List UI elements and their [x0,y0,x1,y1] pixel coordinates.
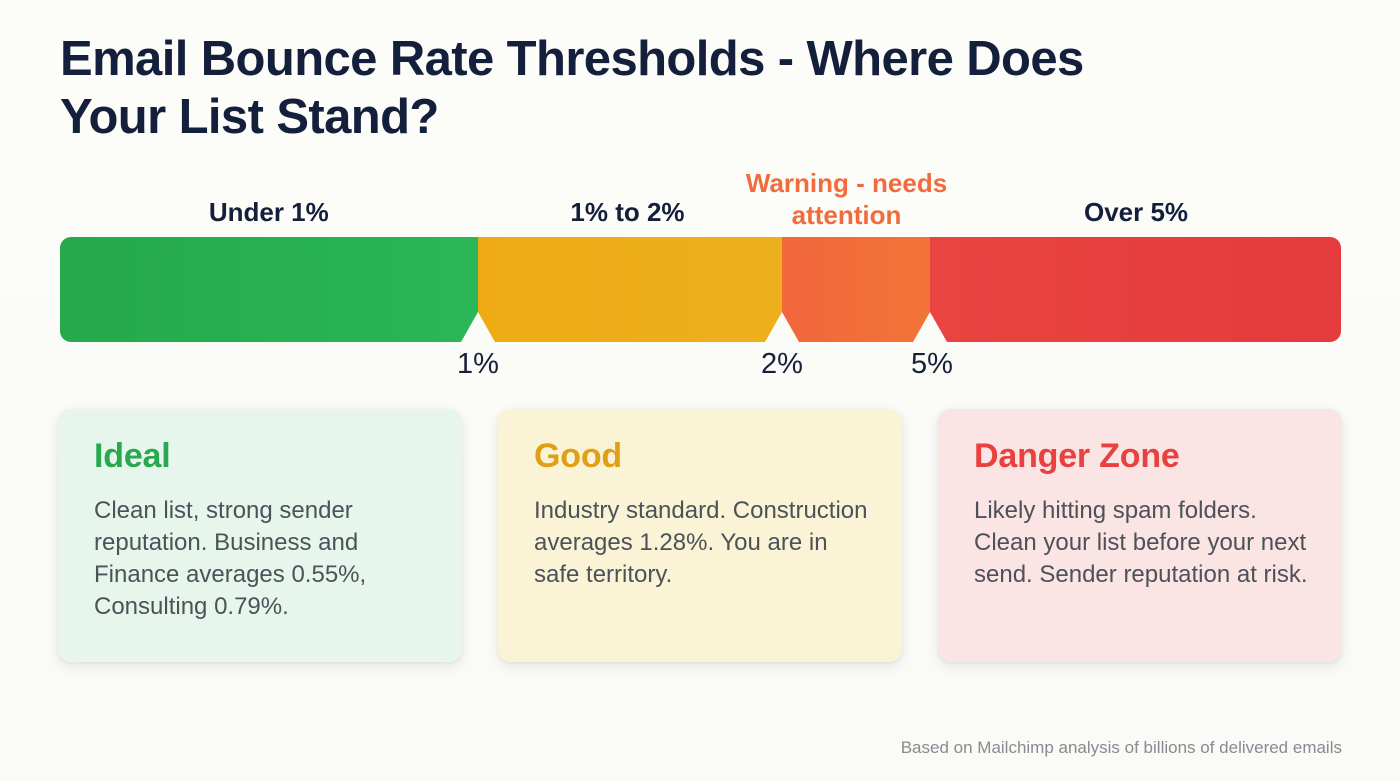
tick-label-5pct: 5% [911,348,953,380]
card-body-danger: Likely hitting spam folders. Clean your … [974,497,1308,588]
scale-label-row: Under 1% 1% to 2% Warning - needs attenti… [0,168,1400,238]
tick-label-1pct: 1% [457,348,499,380]
source-note: Based on Mailchimp analysis of billions … [900,738,1342,757]
card-ideal: Ideal Clean list, strong sender reputati… [58,409,462,662]
tick-label-2pct: 2% [761,348,803,380]
scale-label-warning: Warning - needs attention [745,168,948,230]
threshold-notch-2pct [765,312,800,342]
card-good: Good Industry standard. Construction ave… [498,409,902,662]
card-title-danger: Danger Zone [974,437,1180,475]
page-title: Email Bounce Rate Thresholds - Where Doe… [60,32,1084,145]
scale-label-ideal: Under 1% [208,197,329,227]
detail-card-row: Ideal Clean list, strong sender reputati… [58,409,1342,662]
card-title-good: Good [534,437,622,475]
scale-label-good: 1% to 2% [570,197,685,227]
threshold-tick-row: 1% 2% 5% [0,348,1400,388]
card-title-ideal: Ideal [94,437,171,475]
threshold-notch-5pct [912,312,947,342]
bar-segment-warning [782,237,930,342]
card-body-ideal: Clean list, strong sender reputation. Bu… [94,497,367,620]
threshold-notch-1pct [460,312,495,342]
bar-segment-good [477,237,783,342]
card-body-good: Industry standard. Construction averages… [534,497,868,588]
threshold-bar [60,237,1341,342]
card-danger: Danger Zone Likely hitting spam folders.… [938,409,1342,662]
bar-segment-danger [929,237,1341,342]
bar-segment-ideal [60,237,478,342]
scale-label-danger: Over 5% [1083,197,1189,227]
threshold-bar-wrap [60,237,1341,342]
